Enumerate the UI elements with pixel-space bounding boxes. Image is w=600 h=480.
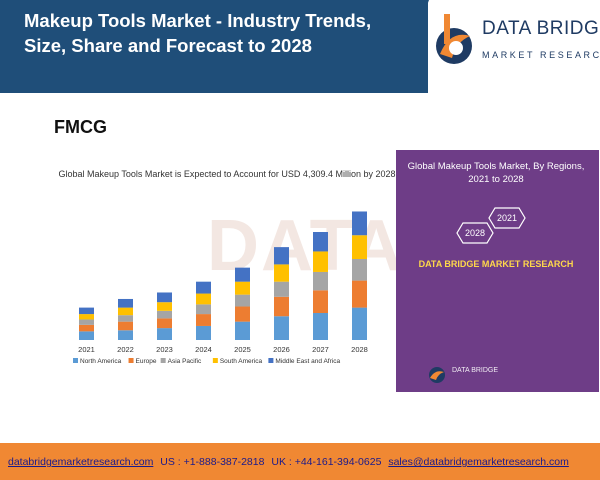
legend-label-0: North America <box>80 358 122 365</box>
legend-swatch-3 <box>212 358 218 363</box>
bar-segment-2026-0 <box>274 316 289 340</box>
bar-segment-2022-1 <box>118 321 133 331</box>
logo-tagline: MARKET RESEARCH <box>482 50 600 60</box>
legend-label-3: South America <box>220 358 263 365</box>
logo-name: DATA BRIDGE <box>482 18 600 39</box>
legend-label-2: Asia Pacific <box>168 358 202 365</box>
legend-swatch-2 <box>160 358 166 363</box>
bar-segment-2024-2 <box>196 304 211 315</box>
legend-label-1: Europe <box>136 358 157 365</box>
bar-segment-2021-2 <box>79 319 94 325</box>
side-panel-logo: DATA BRIDGE <box>426 364 546 384</box>
bar-segment-2024-0 <box>196 325 211 340</box>
bar-segment-2025-3 <box>235 281 250 295</box>
legend-swatch-4 <box>268 358 274 363</box>
bar-segment-2023-2 <box>157 310 172 319</box>
x-tick-label: 2021 <box>78 345 95 354</box>
header-banner: Makeup Tools Market - Industry Trends, S… <box>0 0 600 93</box>
stacked-bar-chart: 2021 2022 2023 2024 2025 2026 2027 2028 North Am… <box>73 211 368 365</box>
header-band <box>0 0 428 93</box>
bar-segment-2027-1 <box>313 290 328 313</box>
logo-mark-icon <box>429 367 445 383</box>
bar-segment-2021-0 <box>79 331 94 340</box>
footer-bar: databridgemarketresearch.com US : +1-888… <box>0 443 600 480</box>
section-label: FMCG <box>54 117 107 137</box>
brand-logo: DATA BRIDGE MARKET RESEARCH <box>430 10 600 82</box>
bar-segment-2028-0 <box>352 307 367 340</box>
website-link[interactable]: databridgemarketresearch.com <box>8 456 154 468</box>
x-tick-label: 2025 <box>234 345 251 354</box>
bar-segment-2022-0 <box>118 330 133 340</box>
bar-segment-2026-1 <box>274 296 289 317</box>
side-logo-text: DATA BRIDGE <box>452 367 499 374</box>
chart-title: Global Makeup Tools Market is Expected t… <box>58 169 396 179</box>
x-tick-label: 2022 <box>117 345 134 354</box>
bar-segment-2026-4 <box>274 247 289 265</box>
bar-segment-2025-2 <box>235 294 250 307</box>
email-link[interactable]: sales@databridgemarketresearch.com <box>388 456 569 468</box>
bar-segment-2023-4 <box>157 292 172 303</box>
bar-segment-2024-1 <box>196 314 211 326</box>
bar-segment-2028-1 <box>352 280 367 308</box>
legend-label-4: Middle East and Africa <box>275 358 340 365</box>
bar-segment-2025-4 <box>235 267 250 282</box>
bar-segment-2022-3 <box>118 307 133 316</box>
bar-segment-2024-3 <box>196 293 211 305</box>
hex-label-2021: 2021 <box>496 213 518 223</box>
bar-segment-2021-1 <box>79 324 94 332</box>
bar-segment-2027-4 <box>313 232 328 252</box>
bar-segment-2028-3 <box>352 235 367 259</box>
x-tick-label: 2026 <box>273 345 290 354</box>
hex-label-2028: 2028 <box>464 228 486 238</box>
bar-segment-2025-0 <box>235 321 250 340</box>
bar-segment-2022-4 <box>118 298 133 308</box>
bar-segment-2026-2 <box>274 281 289 297</box>
bar-segment-2025-1 <box>235 306 250 322</box>
footer-contact: databridgemarketresearch.com US : +1-888… <box>8 456 598 468</box>
x-tick-label: 2023 <box>156 345 173 354</box>
bar-segment-2026-3 <box>274 264 289 282</box>
side-panel-brand: DATA BRIDGE MARKET RESEARCH <box>418 259 574 269</box>
legend-swatch-1 <box>128 358 134 363</box>
hexagon-icon <box>456 222 494 244</box>
hexagon-icon <box>488 207 526 229</box>
bar-segment-2022-2 <box>118 315 133 322</box>
x-tick-label: 2027 <box>312 345 329 354</box>
x-tick-label: 2024 <box>195 345 212 354</box>
page-title: Makeup Tools Market - Industry Trends, S… <box>24 10 372 56</box>
side-panel-title: Global Makeup Tools Market, By Regions, … <box>407 161 585 185</box>
us-phone: US : +1-888-387-2818 <box>160 456 265 468</box>
bar-segment-2027-3 <box>313 251 328 272</box>
side-panel: Global Makeup Tools Market, By Regions, … <box>396 150 599 392</box>
bar-segment-2021-3 <box>79 314 94 320</box>
bar-segment-2023-3 <box>157 302 172 311</box>
logo-mark-icon <box>436 14 472 64</box>
bar-segment-2027-0 <box>313 313 328 340</box>
uk-phone: UK : +44-161-394-0625 <box>271 456 382 468</box>
bar-segment-2021-4 <box>79 307 94 315</box>
chart-area: DATA Global Makeup Tools Market is Expec… <box>57 150 599 392</box>
legend-swatch-0 <box>73 358 78 363</box>
bar-segment-2027-2 <box>313 271 328 291</box>
bar-segment-2024-4 <box>196 281 211 294</box>
hex-badge-2021: 2021 <box>488 207 526 229</box>
bar-segment-2023-1 <box>157 318 172 329</box>
x-tick-label: 2028 <box>351 345 368 354</box>
bar-segment-2028-2 <box>352 259 367 281</box>
bar-segment-2023-0 <box>157 328 172 340</box>
hex-badge-2028: 2028 <box>456 222 494 244</box>
header-slant <box>395 0 429 93</box>
bar-segment-2028-4 <box>352 211 367 236</box>
